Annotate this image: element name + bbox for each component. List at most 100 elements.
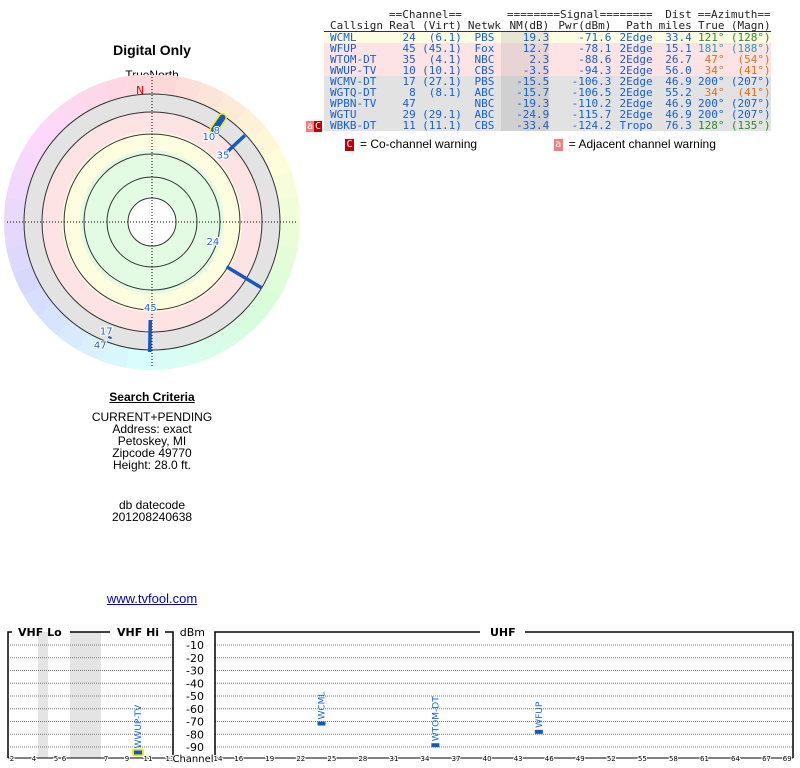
- cell-virt: [415, 98, 462, 109]
- column-header: Pwr(dBm): [549, 20, 612, 32]
- x-axis-label: Channel: [172, 754, 213, 765]
- azimuth-color-band: [101, 76, 131, 104]
- cell-magn: (188°): [724, 43, 771, 54]
- station-bar: [147, 319, 153, 353]
- cell-nm: 12.7: [500, 43, 550, 54]
- x-tick-label: 49: [576, 755, 585, 763]
- station-name-label: WTOM-DT: [431, 696, 441, 741]
- cell-callsign: WFUP: [324, 43, 383, 54]
- station-level-bar: [534, 729, 543, 734]
- cell-true: 200°: [691, 76, 725, 87]
- station-row[interactable]: WWUP-TV 10 (10.1) CBS -3.5 -94.3 2Edge 56.0 34°(…: [324, 65, 771, 76]
- cell-netwk: ABC: [461, 87, 501, 98]
- cell-virt: (45.1): [415, 43, 462, 54]
- cell-true: 128°: [691, 120, 725, 131]
- station-label: 10: [202, 132, 215, 143]
- x-tick-label: 31: [389, 755, 398, 763]
- cell-true: 200°: [691, 98, 725, 109]
- cell-dist: 15.1: [652, 43, 692, 54]
- azimuth-color-band: [126, 75, 152, 98]
- cell-callsign: WTOM-DT: [324, 54, 383, 65]
- criteria-line: Height: 28.0 ft.: [112, 458, 192, 472]
- cell-pwr: -106.3: [549, 76, 612, 87]
- station-level-bar: [134, 750, 143, 755]
- cell-real: 11: [382, 120, 416, 131]
- cell-virt: (11.1): [415, 120, 462, 131]
- station-bar: [226, 134, 247, 154]
- azimuth-color-band: [173, 76, 203, 104]
- station-row[interactable]: WCMV-DT 17 (27.1) PBS -15.5 -106.3 2Edge 46.9 20…: [324, 76, 771, 87]
- polar-title: Digital Only: [113, 42, 191, 58]
- criteria-line: Petoskey, MI: [117, 434, 187, 448]
- cell-real: 47: [382, 98, 416, 109]
- excluded-band: [38, 632, 48, 758]
- cell-netwk: CBS: [461, 65, 501, 76]
- azimuth-color-band: [270, 171, 298, 201]
- y-tick-label: -70: [186, 716, 204, 729]
- azimuth-color-band: [173, 340, 203, 368]
- x-tick-label: 40: [483, 755, 492, 763]
- cell-virt: (27.1): [415, 76, 462, 87]
- azimuth-color-band: [270, 243, 298, 273]
- azimuth-color-band: [276, 196, 300, 222]
- cell-virt: (4.1): [415, 54, 462, 65]
- station-row[interactable]: WBKB-DT 11 (11.1) CBS -33.4 -124.2 Tropo 76.3 12…: [324, 120, 771, 131]
- cell-nm: 19.3: [500, 31, 550, 43]
- station-label: 35: [217, 150, 230, 161]
- y-axis-label: dBm: [180, 626, 205, 639]
- cell-pwr: -124.2: [549, 120, 612, 131]
- criteria-line: Zipcode 49770: [112, 446, 192, 460]
- station-row[interactable]: WGTU 29 (29.1) ABC -24.9 -115.7 2Edge 46.9 200°(…: [324, 109, 771, 120]
- cell-netwk: CBS: [461, 120, 501, 131]
- db-datecode-label: db datecode: [118, 498, 186, 512]
- cell-pwr: -71.6: [549, 31, 612, 43]
- cell-path: 2Edge: [611, 109, 653, 120]
- vhf-frame: [7, 631, 174, 758]
- azimuth-color-band: [38, 108, 72, 142]
- cell-dist: 26.7: [652, 54, 692, 65]
- cell-magn: (41°): [724, 87, 771, 98]
- x-tick-label: 9: [125, 755, 129, 763]
- band-label: VHF Lo: [18, 626, 62, 639]
- column-header: Callsign: [324, 20, 383, 32]
- x-tick-label: 25: [327, 755, 336, 763]
- x-tick-label: 58: [669, 755, 678, 763]
- station-label: 24: [206, 237, 219, 248]
- cell-netwk: PBS: [461, 76, 501, 87]
- x-tick-label: 14: [214, 755, 223, 763]
- north-marker: N: [136, 84, 144, 97]
- warning-legend: C = Co-channel warning a = Adjacent channe…: [345, 137, 716, 151]
- x-tick-label: 7: [104, 755, 108, 763]
- cell-dist: 46.9: [652, 76, 692, 87]
- column-header: miles: [652, 20, 692, 32]
- x-tick-label: 19: [265, 755, 274, 763]
- y-tick-label: -10: [186, 639, 204, 652]
- station-row[interactable]: WTOM-DT 35 (4.1) NBC 2.3 -88.6 2Edge 26.7 47° (54…: [324, 54, 771, 65]
- station-row[interactable]: WCML 24 (6.1) PBS 19.3 -71.6 2Edge 33.4 121° (128…: [324, 31, 771, 43]
- cell-real: 24: [382, 31, 416, 43]
- azimuth-color-band: [152, 346, 178, 370]
- cell-callsign: WBKB-DT: [324, 120, 383, 131]
- cell-magn: (207°): [724, 109, 771, 120]
- station-row[interactable]: WFUP 45 (45.1) Fox 12.7 -78.1 2Edge 15.1 181° (18…: [324, 43, 771, 54]
- cell-magn: (128°): [724, 31, 771, 43]
- cell-dist: 46.9: [652, 109, 692, 120]
- azimuth-color-band: [38, 302, 72, 336]
- cell-pwr: -115.7: [549, 109, 612, 120]
- station-row[interactable]: WPBN-TV 47 NBC -19.3 -110.2 2Edge 46.9 200° (207…: [324, 98, 771, 109]
- x-tick-label: 46: [545, 755, 554, 763]
- cell-pwr: -88.6: [549, 54, 612, 65]
- cochannel-legend-badge: C: [345, 138, 354, 151]
- cell-dist: 33.4: [652, 31, 692, 43]
- cell-true: 47°: [691, 54, 725, 65]
- station-row[interactable]: WGTQ-DT 8 (8.1) ABC -15.7 -106.5 2Edge 55.2 34°(…: [324, 87, 771, 98]
- cell-virt: (29.1): [415, 109, 462, 120]
- cell-callsign: WGTU: [324, 109, 383, 120]
- tvfool-link[interactable]: www.tvfool.com: [106, 591, 198, 606]
- cell-real: 45: [382, 43, 416, 54]
- station-label: 17: [100, 327, 113, 338]
- cell-callsign: WGTQ-DT: [324, 87, 383, 98]
- db-datecode-value: 201208240638: [111, 510, 193, 524]
- cell-nm: -19.3: [500, 98, 550, 109]
- cell-path: 2Edge: [611, 65, 653, 76]
